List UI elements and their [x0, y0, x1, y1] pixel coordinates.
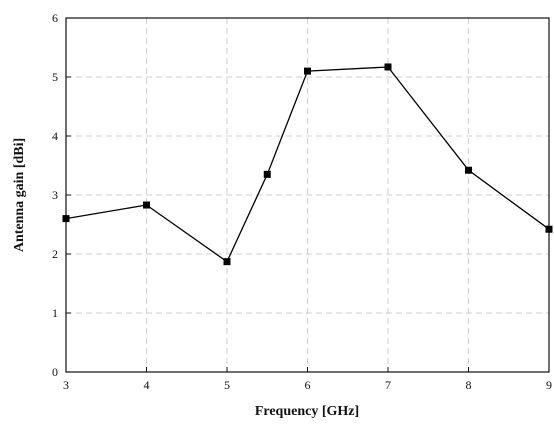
data-point-marker: [143, 201, 150, 209]
axis-ticks: [65, 17, 550, 373]
x-axis-label: Frequency [GHz]: [255, 404, 359, 419]
y-axis-label: Antenna gain [dBi]: [12, 138, 27, 252]
x-tick-label: 7: [385, 378, 391, 392]
data-point-marker: [62, 215, 70, 223]
data-point-marker: [223, 258, 231, 266]
y-tick-label: 2: [52, 247, 58, 261]
data-point-marker: [465, 166, 472, 174]
x-tick-label: 3: [63, 378, 69, 392]
data-point-marker: [304, 67, 311, 75]
series-group: [62, 63, 553, 266]
grid: [66, 18, 549, 372]
x-tick-label: 8: [466, 378, 472, 392]
x-tick-label: 6: [305, 378, 311, 392]
y-tick-labels: 0 1 2 3 4 5 6: [52, 11, 58, 379]
x-tick-label: 5: [224, 378, 230, 392]
y-tick-label: 1: [52, 306, 58, 320]
y-tick-label: 4: [52, 129, 58, 143]
y-tick-label: 5: [52, 70, 58, 84]
x-tick-label: 4: [144, 378, 150, 392]
y-tick-label: 3: [52, 188, 58, 202]
x-tick-labels: 3 4 5 6 7 8 9: [63, 378, 552, 392]
data-point-marker: [384, 63, 392, 71]
series-line: [65, 66, 550, 263]
y-tick-label: 0: [52, 365, 58, 379]
y-tick-label: 6: [52, 11, 58, 25]
data-point-marker: [263, 170, 271, 178]
x-tick-label: 9: [546, 378, 552, 392]
data-point-marker: [545, 225, 553, 233]
